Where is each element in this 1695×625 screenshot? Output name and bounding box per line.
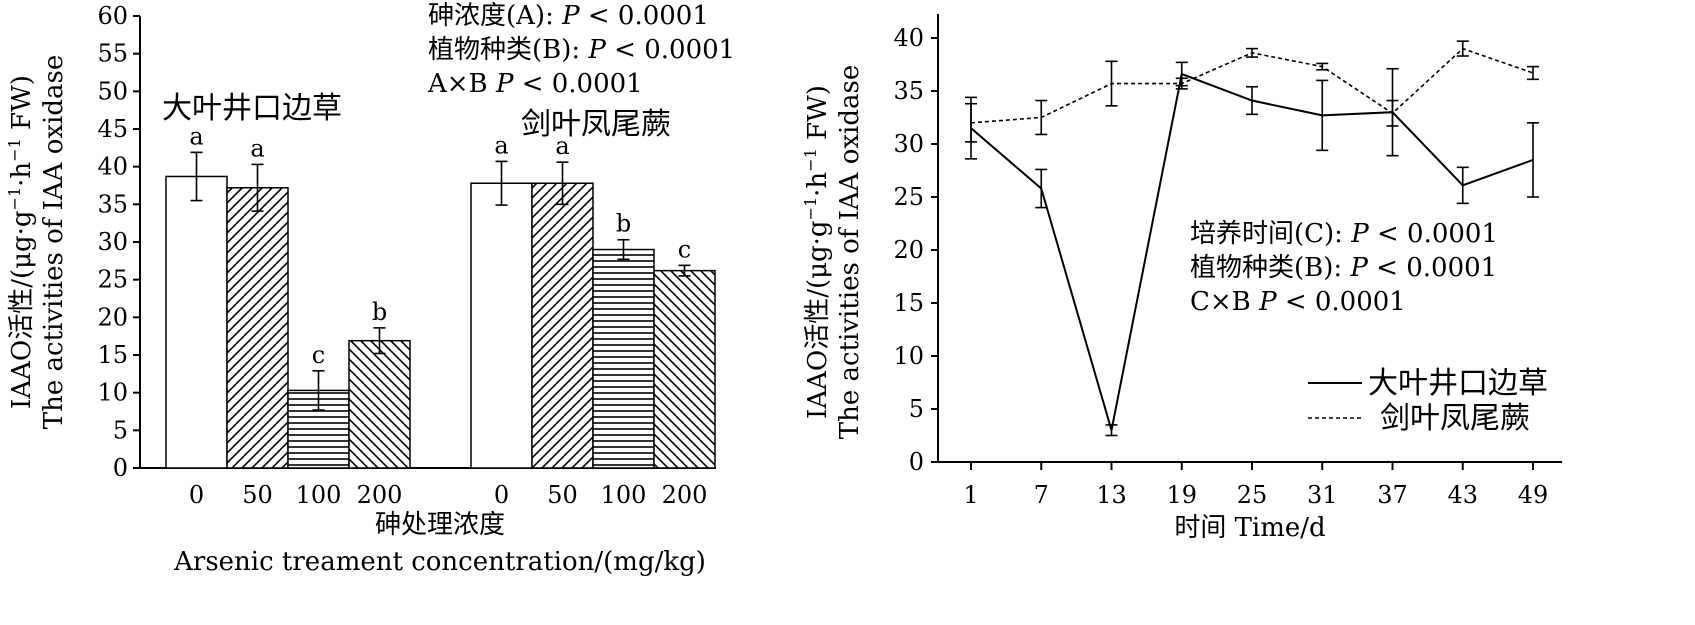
bar-significance-letter: a	[189, 122, 203, 150]
line-ylabel-cn: IAAO活性/(μg·g−1·h−1 FW)	[801, 85, 833, 419]
bar-chart: 0 5 10 15 20 25 30 35 40 45 50 55 60 a a c b a a b c 0 50 100…	[5, 1, 735, 577]
bar-y-tick-label: 60	[97, 2, 128, 30]
line-y-tick-label: 10	[893, 342, 924, 370]
bar-y-tick-label: 45	[97, 115, 128, 143]
line-stat-line: C×B P < 0.0001	[1190, 287, 1406, 317]
line-x-tick-label: 49	[1518, 481, 1549, 509]
line-x-tick-label: 13	[1096, 481, 1127, 509]
bar-significance-letter: b	[372, 298, 387, 326]
bar-x-axis-title-cn: 砷处理浓度	[375, 510, 505, 540]
bar	[592, 248, 655, 469]
legend: 大叶井口边草 剑叶凤尾蕨	[1308, 366, 1548, 436]
line-x-tick-label: 7	[1034, 481, 1049, 509]
line-x-axis-title: 时间 Time/d	[1174, 513, 1325, 543]
bar-x-tick-label: 200	[662, 481, 708, 509]
bar-x-tick-label: 50	[242, 481, 273, 509]
bar	[226, 187, 289, 469]
bar-significance-letter: a	[250, 134, 264, 162]
bar-y-tick-label: 10	[97, 379, 128, 407]
bar-ylabel-en: The activities of IAA oxidase	[39, 55, 69, 429]
bar-x-tick-label: 0	[189, 481, 204, 509]
bar-y-tick-label: 5	[113, 416, 128, 444]
bar	[470, 182, 533, 469]
bar-y-tick-label: 50	[97, 77, 128, 105]
bar-stats-annotation: 砷浓度(A): P < 0.0001 植物种类(B): P < 0.0001 A×B…	[427, 1, 735, 99]
bar	[653, 269, 716, 469]
line-y-axis-ticks: 0 5 10 15 20 25 30 35 40	[893, 24, 938, 476]
bar	[348, 339, 411, 469]
bar-significance-letter: c	[678, 235, 691, 263]
bar-y-tick-label: 55	[97, 40, 128, 68]
line-x-axis-ticks: 1 7 13 19 25 31 37 43 49	[963, 462, 1548, 509]
bar-significance-letter: a	[494, 131, 508, 159]
bar-x-tick-label: 50	[547, 481, 578, 509]
bar-marks: a a c b a a b c	[165, 122, 716, 469]
legend-label-1: 大叶井口边草	[1368, 366, 1548, 401]
bar-stat-line: 砷浓度(A): P < 0.0001	[428, 1, 709, 31]
bar-y-tick-label: 35	[97, 190, 128, 218]
bar-y-tick-label: 20	[97, 303, 128, 331]
bar-x-axis-title-en: Arsenic treament concentration/(mg/kg)	[173, 547, 706, 577]
bar-stat-line: A×B P < 0.0001	[427, 69, 643, 99]
line-y-tick-label: 30	[893, 130, 924, 158]
bar	[531, 182, 594, 469]
line-stat-line: 培养时间(C): P < 0.0001	[1190, 219, 1498, 249]
line-x-tick-label: 43	[1447, 481, 1478, 509]
line-y-tick-label: 40	[893, 24, 924, 52]
line-stat-line: 植物种类(B): P < 0.0001	[1190, 253, 1497, 283]
line-y-tick-label: 0	[909, 448, 924, 476]
bar-significance-letter: b	[616, 210, 631, 238]
bar-x-tick-label: 0	[494, 481, 509, 509]
bar-y-tick-label: 30	[97, 228, 128, 256]
bar-x-tick-labels: 0 50 100 200 0 50 100 200	[189, 481, 708, 509]
bar-y-axis-ticks: 0 5 10 15 20 25 30 35 40 45 50 55 60	[97, 2, 140, 482]
line-y-axis-title: IAAO活性/(μg·g−1·h−1 FW) The activities of…	[801, 65, 865, 439]
bar-x-tick-label: 200	[357, 481, 403, 509]
line-x-tick-label: 37	[1377, 481, 1408, 509]
bar-x-tick-label: 100	[601, 481, 647, 509]
line-x-tick-label: 19	[1166, 481, 1197, 509]
bar-x-tick-label: 100	[296, 481, 342, 509]
bar-y-tick-label: 40	[97, 153, 128, 181]
line-y-tick-label: 5	[909, 395, 924, 423]
bar-y-axis-title: IAAO活性/(μg·g−1·h−1 FW) The activities of…	[5, 55, 69, 429]
bar-y-tick-label: 15	[97, 341, 128, 369]
line-x-tick-label: 31	[1307, 481, 1338, 509]
line-y-tick-label: 20	[893, 236, 924, 264]
bar-ylabel-cn: IAAO活性/(μg·g−1·h−1 FW)	[5, 75, 37, 409]
bar-group-label-1: 大叶井口边草	[162, 91, 342, 126]
line-y-tick-label: 35	[893, 77, 924, 105]
bar-stat-line: 植物种类(B): P < 0.0001	[428, 35, 735, 65]
line-y-tick-label: 25	[893, 183, 924, 211]
line-marks	[965, 40, 1539, 437]
legend-label-2: 剑叶凤尾蕨	[1380, 401, 1530, 436]
bar-group-label-2: 剑叶凤尾蕨	[521, 107, 671, 142]
line-ylabel-en: The activities of IAA oxidase	[835, 65, 865, 439]
line-chart: 0 5 10 15 20 25 30 35 40 1 7 13 19 25 31 37 43 49 培养时间(C…	[801, 14, 1562, 543]
bar-y-tick-label: 25	[97, 266, 128, 294]
bar-significance-letter: c	[312, 341, 325, 369]
bar	[165, 175, 228, 469]
bar-y-tick-label: 0	[113, 454, 128, 482]
line-x-tick-label: 25	[1237, 481, 1268, 509]
line-stats-annotation: 培养时间(C): P < 0.0001 植物种类(B): P < 0.0001 C×…	[1190, 219, 1498, 317]
bar-significance-letter: a	[555, 132, 569, 160]
line-y-tick-label: 15	[893, 289, 924, 317]
line-x-tick-label: 1	[963, 481, 978, 509]
